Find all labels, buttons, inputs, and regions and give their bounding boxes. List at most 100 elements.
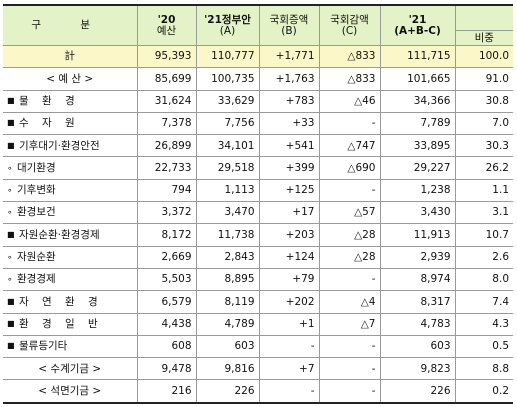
value-2020: 608: [136, 334, 197, 359]
header-share-label: 비중: [474, 31, 494, 44]
black-square-bullet-icon: ■: [7, 318, 20, 328]
row-label-text: 자 연 환 경: [19, 295, 103, 308]
small-circle-bullet-icon: ∘: [7, 163, 13, 174]
value-assembly-increase: +399: [258, 156, 320, 180]
value-assembly-increase: +1: [258, 312, 320, 336]
value-assembly-decrease: -: [318, 111, 381, 136]
value-gov-proposal: 110,777: [195, 44, 260, 69]
value-share: 100.0: [454, 44, 513, 69]
value-assembly-increase: +1,763: [258, 67, 320, 91]
header-assembly-decrease: 국회감액 (C): [318, 4, 381, 46]
table-row: ■수 자 원 7,378 7,756 +33-7,789 7.0: [3, 111, 513, 136]
value-assembly-increase: +1,771: [258, 44, 320, 69]
value-2021: 11,913: [379, 223, 456, 247]
value-assembly-increase: +541: [258, 134, 320, 158]
value-assembly-increase: +203: [258, 223, 320, 247]
row-label-text: < 예 산 >: [46, 72, 94, 85]
row-label-text: < 수계기금 >: [38, 362, 102, 375]
row-label: < 예 산 >: [3, 67, 138, 91]
value-gov-proposal: 34,101: [195, 134, 260, 158]
value-gov-proposal: 2,843: [195, 245, 260, 269]
table-row: ■ 자원순환·환경경제 8,172 11,738 +203 △28 11,913 10.7: [3, 223, 513, 247]
value-assembly-decrease: -: [318, 379, 381, 404]
value-assembly-increase: +124: [258, 245, 320, 269]
value-gov-proposal: 7,756: [195, 111, 260, 136]
table-row: 計 95,393 110,777 +1,771 △833 111,715 100.0: [3, 44, 513, 69]
small-circle-bullet-icon: ∘: [7, 275, 13, 286]
row-label: 計: [3, 44, 138, 69]
value-assembly-decrease: △57: [318, 201, 381, 225]
value-share: 0.5: [454, 334, 513, 359]
row-label: ■ 자원순환·환경경제: [3, 223, 138, 247]
row-label: ∘ 환경보건: [3, 201, 138, 225]
value-share: 7.4: [454, 290, 513, 314]
value-2021: 7,789: [379, 111, 456, 136]
value-assembly-decrease: -: [318, 178, 381, 203]
header-category-label: 구 분: [31, 19, 109, 32]
value-2021: 29,227: [379, 156, 456, 180]
row-label-text: 환경경제: [17, 273, 56, 286]
header-2020-sub: 예산: [156, 24, 177, 37]
value-share: 4.3: [454, 312, 513, 336]
value-2020: 95,393: [136, 44, 197, 69]
value-share: 7.0: [454, 111, 513, 136]
value-share: 8.0: [454, 267, 513, 292]
value-gov-proposal: 1,113: [195, 178, 260, 203]
black-square-bullet-icon: ■: [7, 296, 20, 306]
header-2020: '20 예산: [136, 4, 197, 46]
value-assembly-decrease: △833: [318, 44, 381, 69]
value-2021: 603: [379, 334, 456, 359]
value-assembly-decrease: △28: [318, 245, 381, 269]
table-row: ∘ 환경보건 3,372 3,470 +17 △57 3,430 3.1: [3, 201, 513, 225]
value-2021: 2,939: [379, 245, 456, 269]
row-label-text: < 석면기금 >: [38, 384, 102, 397]
row-label-text: 물 환 경: [19, 94, 80, 107]
value-assembly-decrease: △690: [318, 156, 381, 180]
table-row: ■ 물류등기타 608 603- -603 0.5: [3, 334, 513, 359]
value-gov-proposal: 8,895: [195, 267, 260, 292]
value-share: 1.1: [454, 178, 513, 203]
table-row: ■ 기후대기·환경안전 26,899 34,101 +541 △747 33,895 30.3: [3, 134, 513, 158]
value-2021: 226: [379, 379, 456, 404]
row-label: ■ 물류등기타: [3, 334, 138, 359]
table-row: ∘ 자원순환 2,669 2,843 +124 △28 2,939 2.6: [3, 245, 513, 269]
value-2020: 216: [136, 379, 197, 404]
value-share: 30.3: [454, 134, 513, 158]
value-assembly-increase: +202: [258, 290, 320, 314]
header-2021-year: '21: [408, 14, 427, 26]
row-label: ∘ 기후변화: [3, 178, 138, 203]
value-2020: 5,503: [136, 267, 197, 292]
value-assembly-increase: +783: [258, 89, 320, 113]
value-assembly-decrease: △28: [318, 223, 381, 247]
row-label-text: 기후대기·환경안전: [19, 139, 100, 152]
row-label: ∘ 자원순환: [3, 245, 138, 269]
value-share: 30.8: [454, 89, 513, 113]
value-share: 26.2: [454, 156, 513, 180]
header-gov-title: '21정부안: [204, 14, 251, 26]
value-2021: 8,974: [379, 267, 456, 292]
table-row: ∘ 환경경제 5,503 8,895 +79-8,974 8.0: [3, 267, 513, 292]
value-2020: 6,579: [136, 290, 197, 314]
value-2020: 794: [136, 178, 197, 203]
row-label-text: 수 자 원: [19, 117, 80, 130]
header-category: 구 분: [3, 4, 138, 46]
value-2021: 4,783: [379, 312, 456, 336]
value-gov-proposal: 4,789: [195, 312, 260, 336]
table-row: < 석면기금 >216 226- -226 0.2: [3, 379, 513, 404]
value-gov-proposal: 11,738: [195, 223, 260, 247]
table-row: ■환 경 일 반 4,438 4,789 +1 △7 4,783 4.3: [3, 312, 513, 336]
small-circle-bullet-icon: ∘: [7, 185, 13, 196]
row-label: ■환 경 일 반: [3, 312, 138, 336]
value-assembly-increase: +17: [258, 201, 320, 225]
value-share: 3.1: [454, 201, 513, 225]
value-2020: 8,172: [136, 223, 197, 247]
table-row: ∘ 대기환경 22,733 29,518 +399 △690 29,227 26.2: [3, 156, 513, 180]
row-label: ■자 연 환 경: [3, 290, 138, 314]
row-label-text: 환 경 일 반: [19, 317, 103, 330]
table-row: ∘ 기후변화 794 1,113 +125-1,238 1.1: [3, 178, 513, 203]
value-2020: 3,372: [136, 201, 197, 225]
table-row: < 예 산 > 85,699 100,735 +1,763 △833 101,665 91.…: [3, 67, 513, 91]
black-square-bullet-icon: ■: [7, 341, 15, 351]
row-label-text: 물류등기타: [19, 340, 68, 353]
value-gov-proposal: 9,816: [195, 357, 260, 381]
